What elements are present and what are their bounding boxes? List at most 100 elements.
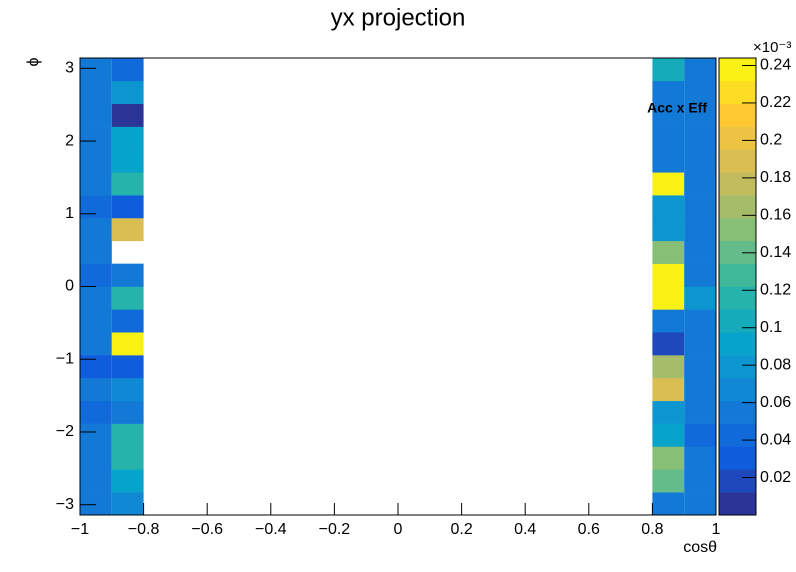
heatmap-cell bbox=[684, 149, 716, 173]
x-tick-label: −0.2 bbox=[319, 521, 351, 538]
x-axis-label: cosθ bbox=[683, 539, 717, 556]
x-tick-label: 1 bbox=[712, 521, 721, 538]
z-multiplier: ×10⁻³ bbox=[753, 39, 791, 56]
z-tick-label: 0.04 bbox=[760, 431, 791, 448]
heatmap-cell bbox=[684, 423, 716, 447]
heatmap-cell bbox=[111, 286, 144, 310]
x-tick-label: 0.6 bbox=[578, 521, 600, 538]
heatmap-cell bbox=[111, 355, 144, 379]
colorbar-band bbox=[719, 149, 756, 173]
heatmap-cell bbox=[652, 309, 685, 333]
z-tick-label: 0.12 bbox=[760, 281, 791, 298]
heatmap-cell bbox=[652, 377, 685, 402]
heatmap-cell bbox=[684, 126, 716, 150]
heatmap-cell bbox=[684, 80, 716, 104]
colorbar-band bbox=[719, 263, 756, 287]
y-tick-label: 0 bbox=[65, 278, 74, 295]
heatmap-cell bbox=[80, 172, 112, 196]
y-axis-label: ϕ bbox=[25, 57, 42, 66]
heatmap-cell bbox=[684, 309, 716, 333]
colorbar-band bbox=[719, 217, 756, 242]
colorbar-band bbox=[719, 286, 756, 310]
y-tick-label: 2 bbox=[65, 132, 74, 149]
heatmap-cell bbox=[111, 492, 144, 516]
heatmap-cell bbox=[111, 195, 144, 219]
heatmap-cell bbox=[684, 355, 716, 379]
heatmap-cell bbox=[111, 126, 144, 150]
colorbar-band bbox=[719, 126, 756, 150]
heatmap-cell bbox=[652, 80, 685, 104]
heatmap-cell bbox=[111, 80, 144, 104]
chart-title: yx projection bbox=[331, 4, 466, 31]
heatmap-cell bbox=[684, 286, 716, 310]
heatmap-cell bbox=[80, 217, 112, 242]
heatmap-cell bbox=[80, 377, 112, 402]
heatmap-cell bbox=[111, 58, 144, 82]
heatmap-cell bbox=[111, 103, 144, 127]
heatmap-cell bbox=[80, 80, 112, 104]
heatmap-cell bbox=[652, 58, 685, 82]
colorbar-band bbox=[719, 58, 756, 82]
heatmap-cell bbox=[652, 446, 685, 470]
z-tick-label: 0.16 bbox=[760, 207, 791, 224]
colorbar-band bbox=[719, 377, 756, 402]
x-tick-label: 0.4 bbox=[514, 521, 536, 538]
z-tick-label: 0.18 bbox=[760, 169, 791, 186]
heatmap-cell bbox=[111, 172, 144, 196]
heatmap-cell bbox=[80, 103, 112, 127]
heatmap-cell bbox=[80, 332, 112, 356]
heatmap-cell bbox=[80, 309, 112, 333]
z-tick-label: 0.2 bbox=[760, 132, 782, 149]
heatmap-cell bbox=[652, 332, 685, 356]
heatmap-cell bbox=[652, 103, 685, 127]
heatmap-cell bbox=[111, 377, 144, 402]
heatmap-cell bbox=[80, 446, 112, 470]
heatmap-cell bbox=[684, 332, 716, 356]
heatmap-cell bbox=[652, 149, 685, 173]
colorbar-band bbox=[719, 332, 756, 356]
x-tick-label: 0 bbox=[394, 521, 403, 538]
heatmap-cell bbox=[684, 400, 716, 424]
heatmap-cell bbox=[652, 286, 685, 310]
colorbar-band bbox=[719, 469, 756, 493]
y-tick-label: −3 bbox=[56, 496, 74, 513]
heatmap-cell bbox=[684, 492, 716, 516]
z-tick-label: 0.06 bbox=[760, 394, 791, 411]
colorbar-band bbox=[719, 309, 756, 333]
heatmap-cell bbox=[111, 469, 144, 493]
heatmap-cell bbox=[684, 58, 716, 82]
heatmap-cell bbox=[111, 149, 144, 173]
colorbar-band bbox=[719, 80, 756, 104]
z-tick-label: 0.14 bbox=[760, 244, 791, 261]
heatmap-cell bbox=[80, 126, 112, 150]
z-tick-label: 0.02 bbox=[760, 469, 791, 486]
heatmap-cell bbox=[652, 492, 685, 516]
z-tick-label: 0.08 bbox=[760, 356, 791, 373]
heatmap-cell bbox=[684, 240, 716, 264]
heatmap-cell bbox=[652, 400, 685, 424]
heatmap-cell bbox=[80, 355, 112, 379]
colorbar-band bbox=[719, 355, 756, 379]
heatmap-cell bbox=[80, 400, 112, 424]
heatmap-cell bbox=[684, 217, 716, 242]
x-tick-label: 0.8 bbox=[641, 521, 663, 538]
heatmap-cell bbox=[652, 195, 685, 219]
z-tick-label: 0.22 bbox=[760, 94, 791, 111]
heatmap-cell bbox=[111, 263, 144, 287]
x-tick-label: −1 bbox=[71, 521, 89, 538]
heatmap-cell bbox=[684, 103, 716, 127]
x-tick-label: 0.2 bbox=[450, 521, 472, 538]
heatmap-cell bbox=[111, 217, 144, 242]
y-tick-label: −2 bbox=[56, 423, 74, 440]
x-tick-label: −0.6 bbox=[191, 521, 223, 538]
z-tick-label: 0.1 bbox=[760, 319, 782, 336]
heatmap-cell bbox=[684, 377, 716, 402]
heatmap-cell bbox=[652, 172, 685, 196]
heatmap-cell bbox=[652, 263, 685, 287]
heatmap-cell bbox=[80, 286, 112, 310]
x-tick-label: −0.8 bbox=[128, 521, 160, 538]
heatmap-cell bbox=[684, 195, 716, 219]
y-tick-label: −1 bbox=[56, 350, 74, 367]
heatmap-cell bbox=[80, 58, 112, 82]
